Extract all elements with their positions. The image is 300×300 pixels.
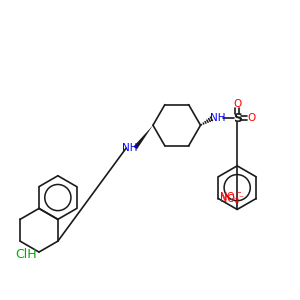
Text: NH: NH [122, 143, 138, 153]
Polygon shape [134, 125, 153, 149]
Text: S: S [233, 112, 242, 125]
Text: O: O [247, 113, 255, 123]
Text: $\mathregular{NO_2^-}$: $\mathregular{NO_2^-}$ [219, 190, 243, 205]
Text: NH: NH [210, 113, 225, 123]
Text: O: O [233, 99, 241, 110]
Text: ClH: ClH [15, 248, 37, 260]
Text: NO₂⁻: NO₂⁻ [220, 194, 244, 203]
